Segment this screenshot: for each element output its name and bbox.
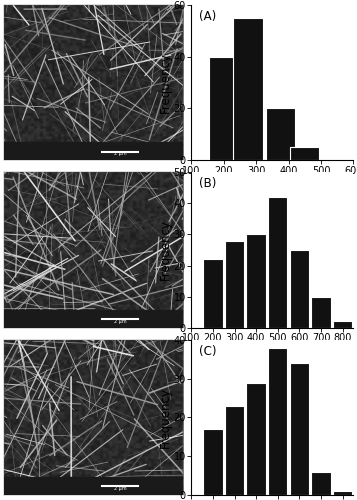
Bar xyxy=(311,472,331,495)
Bar xyxy=(290,363,309,495)
Bar xyxy=(268,198,287,328)
Bar xyxy=(290,250,309,328)
Bar xyxy=(4,142,183,160)
Bar xyxy=(311,296,331,328)
Bar xyxy=(203,429,223,495)
Bar xyxy=(246,382,266,495)
Bar xyxy=(290,147,320,160)
X-axis label: Diameter (nm): Diameter (nm) xyxy=(228,346,316,359)
Text: (C): (C) xyxy=(200,344,217,358)
Y-axis label: Frequency: Frequency xyxy=(159,52,172,113)
Bar xyxy=(233,18,263,160)
Text: 2 μm: 2 μm xyxy=(114,318,126,324)
Bar xyxy=(225,240,244,328)
Bar xyxy=(333,322,352,328)
Bar xyxy=(246,234,266,328)
X-axis label: Diameter (nm): Diameter (nm) xyxy=(228,178,316,192)
Text: (A): (A) xyxy=(200,10,217,22)
Text: (B): (B) xyxy=(200,177,217,190)
Bar xyxy=(4,310,183,328)
Bar xyxy=(266,108,295,160)
Bar xyxy=(225,406,244,495)
Bar xyxy=(203,260,223,328)
Y-axis label: Frequency: Frequency xyxy=(159,387,172,448)
Y-axis label: Frequency: Frequency xyxy=(159,220,172,280)
Text: 2 μm: 2 μm xyxy=(114,486,126,491)
Bar xyxy=(4,477,183,495)
Bar xyxy=(209,56,238,160)
Bar xyxy=(333,491,352,495)
Bar xyxy=(268,348,287,495)
Text: 2 μm: 2 μm xyxy=(114,151,126,156)
